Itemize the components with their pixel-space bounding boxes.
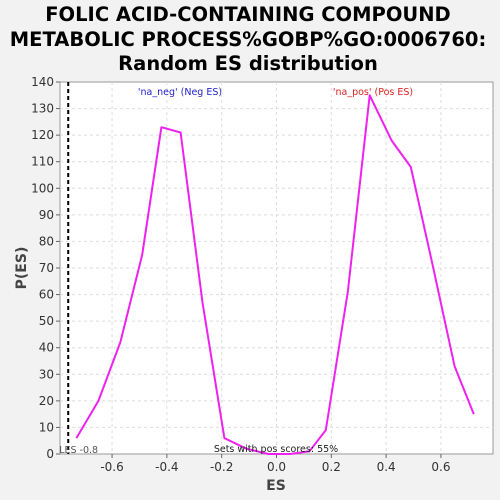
x-tick-label: -0.4	[155, 460, 178, 474]
y-tick-label: 100	[31, 181, 54, 195]
y-tick-label: 20	[39, 394, 54, 408]
pos-es-label: 'na_pos' (Pos ES)	[333, 87, 413, 98]
y-tick-label: 120	[31, 128, 54, 142]
y-tick-label: 60	[39, 288, 54, 302]
x-axis-label: ES	[266, 478, 286, 494]
series-layer	[75, 94, 475, 455]
chart-title-line-3: Random ES distribution	[118, 52, 378, 75]
y-tick-label: 30	[39, 367, 54, 381]
x-tick-label: -0.6	[100, 460, 123, 474]
x-tick-label: 0.0	[267, 460, 286, 474]
x-axis: -0.6 -0.4 -0.2 0.0 0.2 0.4 0.6	[100, 454, 450, 474]
y-tick-label: 70	[39, 261, 54, 275]
y-axis-label: P(ES)	[14, 247, 30, 290]
y-tick-label: 110	[31, 155, 54, 169]
les-reference-label: LES -0.8	[59, 445, 98, 456]
y-tick-label: 50	[39, 314, 54, 328]
y-tick-label: 140	[31, 75, 54, 89]
neg-es-label: 'na_neg' (Neg ES)	[138, 87, 222, 98]
y-tick-label: 130	[31, 102, 54, 116]
chart-title-line-2: METABOLIC PROCESS%GOBP%GO:0006760:	[10, 28, 487, 51]
y-tick-label: 40	[39, 341, 54, 355]
y-tick-label: 0	[46, 447, 54, 461]
y-tick-label: 80	[39, 234, 54, 248]
y-tick-label: 10	[39, 420, 54, 434]
es-distribution-series-line	[75, 94, 475, 455]
pos-scores-footer: Sets with pos scores: 55%	[214, 444, 338, 455]
x-tick-label: 0.4	[377, 460, 396, 474]
y-axis: 0 10 20 30 40 50 60 70 80 90 100 110 120 130 140	[31, 75, 60, 461]
x-tick-label: -0.2	[210, 460, 233, 474]
y-tick-label: 90	[39, 208, 54, 222]
x-tick-label: 0.2	[322, 460, 341, 474]
x-tick-label: 0.6	[431, 460, 450, 474]
chart-title-line-1: FOLIC ACID-CONTAINING COMPOUND	[45, 3, 451, 26]
